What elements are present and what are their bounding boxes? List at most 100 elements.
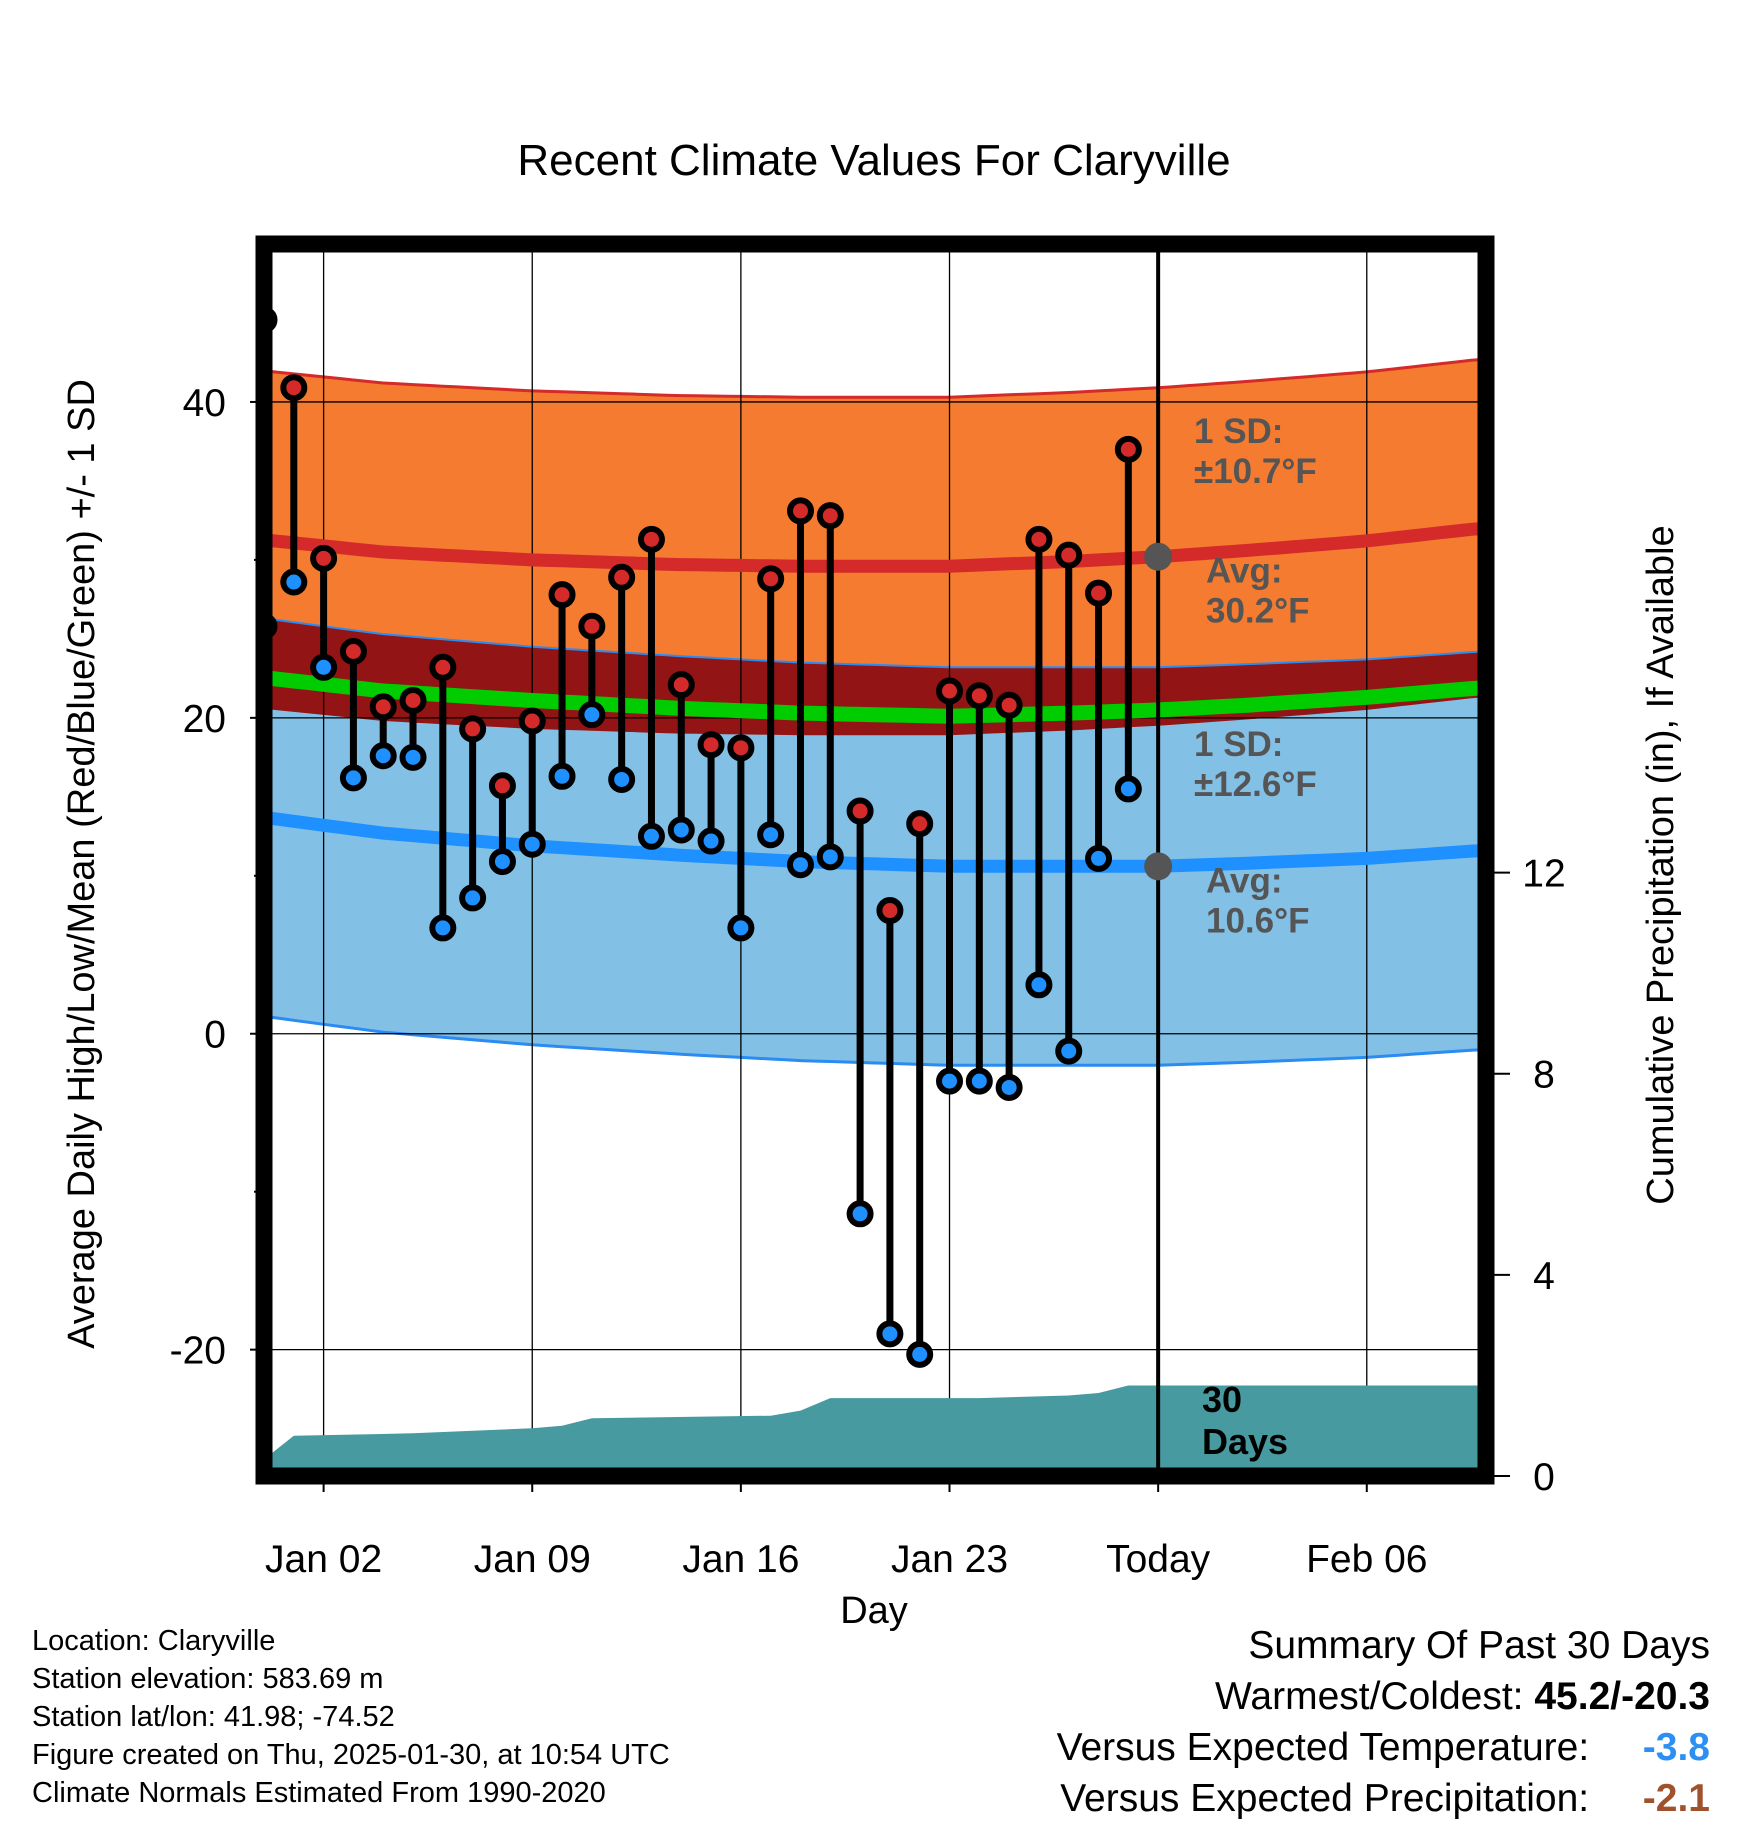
annotation-low-sd: 1 SD: ±12.6°F (1194, 725, 1317, 804)
y2-tick-label: 0 (1533, 1456, 1555, 1499)
annotation-high-sd-line: ±10.7°F (1194, 452, 1317, 491)
summary-precip-value: -2.1 (1642, 1777, 1710, 1820)
observed-low-point (1114, 775, 1142, 803)
observed-low-point (995, 1073, 1023, 1101)
chart-title: Recent Climate Values For Claryville (517, 136, 1230, 185)
observed-high-point (429, 653, 457, 681)
summary-panel: Summary Of Past 30 Days Warmest/Coldest:… (1057, 1620, 1710, 1824)
info-elevation: Station elevation: 583.69 m (32, 1663, 384, 1695)
observed-high-point (846, 797, 874, 825)
annotation-high-sd: 1 SD: ±10.7°F (1194, 412, 1317, 491)
y2-tick-label: 4 (1533, 1255, 1555, 1298)
x-tick-label: Jan 16 (682, 1538, 799, 1581)
summary-temp: Versus Expected Temperature: -3.8 (1057, 1722, 1710, 1773)
observed-high-point (280, 374, 308, 402)
observed-high-point (757, 565, 785, 593)
low-lower-edge (264, 1014, 1486, 1067)
observed-low-point (637, 822, 665, 850)
info-latlon: Station lat/lon: 41.98; -74.52 (32, 1701, 395, 1733)
observed-high-point (995, 691, 1023, 719)
annotation-days: 30 Days (1202, 1379, 1288, 1462)
annotation-low-avg-line: Avg: (1206, 861, 1282, 900)
annotation-days-line: 30 (1202, 1379, 1242, 1420)
summary-precip: Versus Expected Precipitation: -2.1 (1057, 1773, 1710, 1824)
observed-high-point (459, 715, 487, 743)
observed-high-point (369, 693, 397, 721)
observed-low-point (846, 1200, 874, 1228)
high-upper-edge (264, 357, 1486, 399)
x-tick-label: Feb 06 (1306, 1538, 1427, 1581)
observed-high-point (727, 734, 755, 762)
observed-high-point (578, 612, 606, 640)
y-axis-label: Average Daily High/Low/Mean (Red/Blue/Gr… (61, 379, 103, 1349)
observed-low-point (518, 830, 546, 858)
annotation-low-sd-line: ±12.6°F (1194, 765, 1317, 804)
observed-low-point (1055, 1037, 1083, 1065)
x-tick-label: Today (1106, 1538, 1211, 1581)
observed-low-point (488, 848, 516, 876)
y-tick-label: -20 (170, 1330, 226, 1373)
observed-low-point (1085, 844, 1113, 872)
observed-high-point (608, 563, 636, 591)
observed-low-point (906, 1340, 934, 1368)
observed-high-point (1114, 435, 1142, 463)
annotation-low-avg: Avg: 10.6°F (1206, 861, 1310, 940)
precipitation-area (264, 1385, 1480, 1476)
observed-high-point (906, 810, 934, 838)
observed-low-point (667, 816, 695, 844)
observed-high-point (1025, 525, 1053, 553)
y2-axis-label: Cumulative Precipitation (in), If Availa… (1640, 525, 1682, 1204)
y2-tick-label: 8 (1533, 1054, 1555, 1097)
observed-high-point (667, 671, 695, 699)
observed-high-point (399, 686, 427, 714)
observed-low-point (429, 914, 457, 942)
normal-mean-line (264, 670, 1486, 724)
annotation-high-avg-line: Avg: (1206, 552, 1282, 591)
annotation-high-avg-line: 30.2°F (1206, 592, 1310, 631)
observed-high-point (936, 677, 964, 705)
annotation-low-sd-line: 1 SD: (1194, 725, 1283, 764)
observed-high-point (310, 544, 338, 572)
high-sd-band (264, 359, 1486, 736)
observed-high-point (637, 525, 665, 553)
observed-high-point (786, 497, 814, 525)
normal-high-line (264, 521, 1486, 573)
observed-high-point (548, 581, 576, 609)
summary-warmest-value: 45.2/-20.3 (1534, 1675, 1710, 1718)
observed-high-point (1055, 541, 1083, 569)
observed-low-point (965, 1067, 993, 1095)
observed-low-point (578, 701, 606, 729)
observed-low-point (697, 827, 725, 855)
observed-low-point (786, 851, 814, 879)
observed-low-point (280, 568, 308, 596)
info-location: Location: Claryville (32, 1625, 276, 1657)
observed-low-point (310, 653, 338, 681)
observed-low-point (399, 743, 427, 771)
observed-high-point (697, 731, 725, 759)
observed-low-point (608, 765, 636, 793)
annotation-days-line: Days (1202, 1421, 1288, 1462)
observed-low-point (816, 843, 844, 871)
observed-high-point (488, 772, 516, 800)
summary-temp-label: Versus Expected Temperature: (1056, 1726, 1590, 1769)
today-normal-low-marker (1144, 852, 1173, 881)
observed-high-point (816, 502, 844, 530)
annotation-low-avg-line: 10.6°F (1206, 901, 1310, 940)
normal-low-line (264, 810, 1486, 873)
observed-low-point (876, 1320, 904, 1348)
y2-tick-label: 12 (1522, 853, 1565, 896)
observed-low-point (339, 764, 367, 792)
observed-low-point (936, 1067, 964, 1095)
info-created: Figure created on Thu, 2025-01-30, at 10… (32, 1739, 670, 1771)
low-upper-edge (264, 617, 1486, 669)
x-tick-label: Jan 09 (474, 1538, 591, 1581)
observed-low-point (727, 914, 755, 942)
summary-warmest: Warmest/Coldest: 45.2/-20.3 (1057, 1671, 1710, 1722)
y-tick-label: 40 (183, 382, 226, 425)
y-tick-label: 0 (204, 1014, 226, 1057)
observed-low-point (369, 742, 397, 770)
observed-high-point (965, 682, 993, 710)
summary-warmest-label: Warmest/Coldest: (1215, 1675, 1524, 1718)
observed-low-point (1025, 971, 1053, 999)
